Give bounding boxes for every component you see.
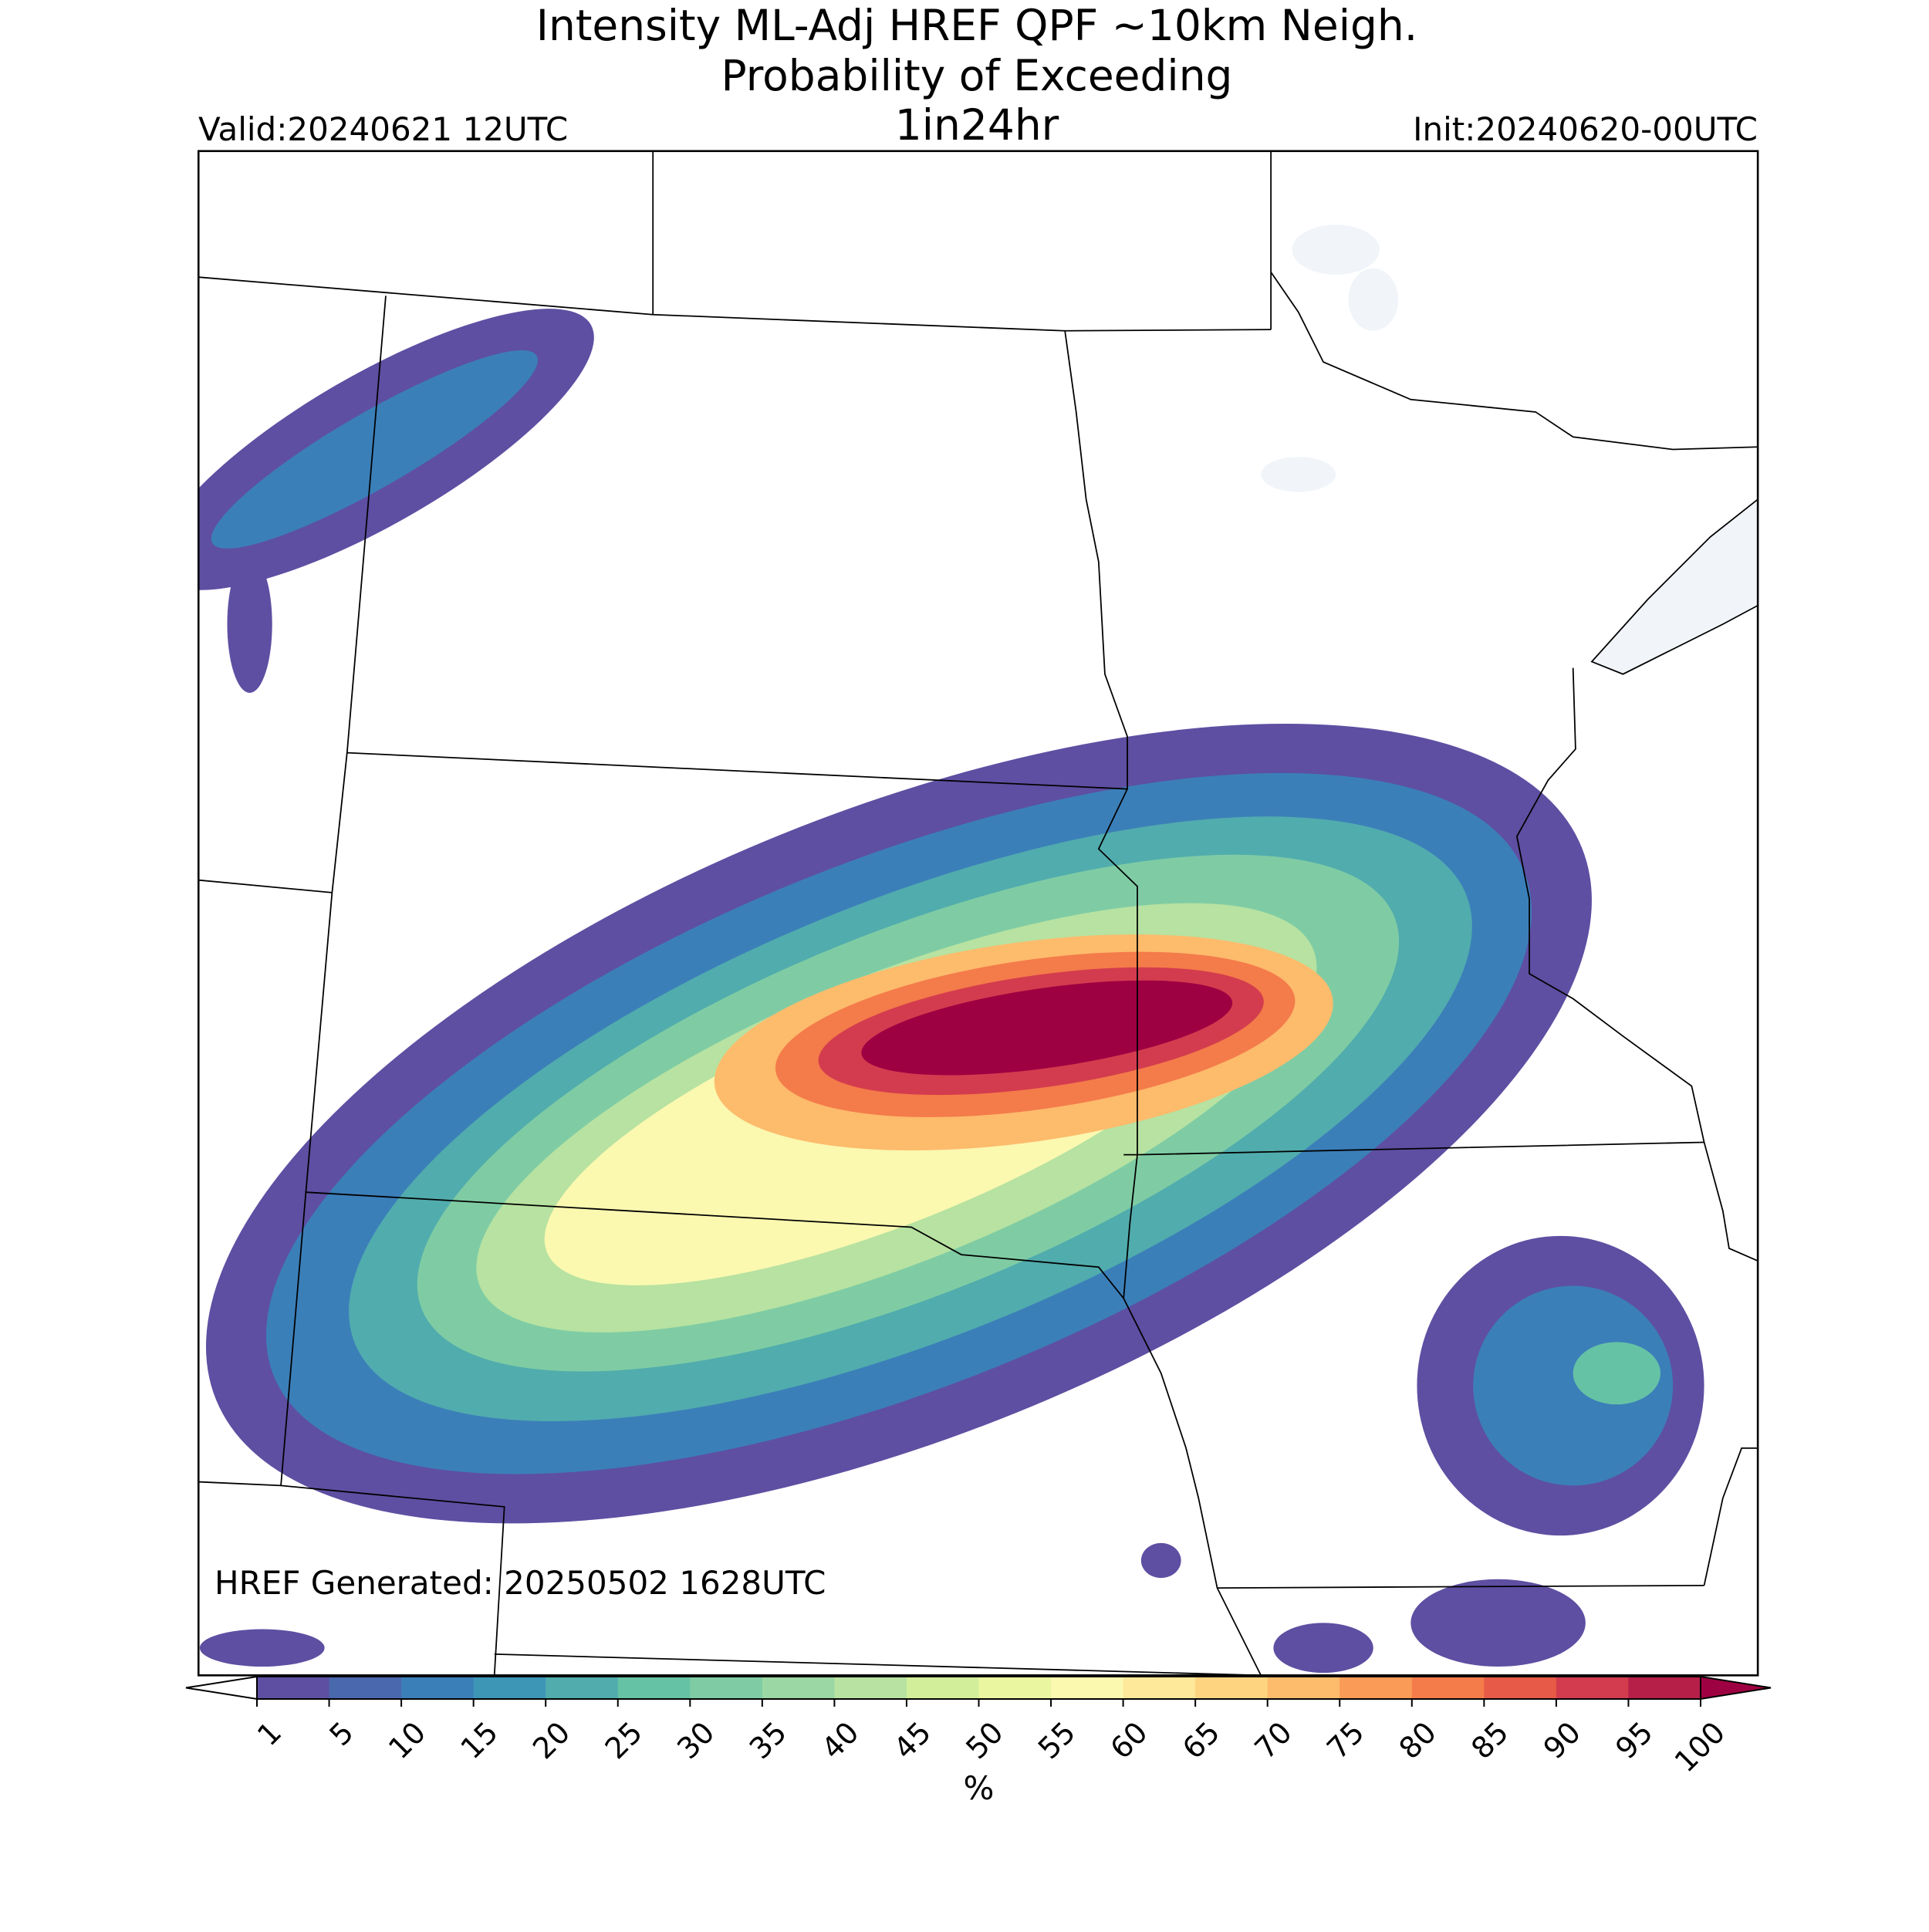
colorbar-bin	[978, 1677, 1052, 1699]
colorbar-tick-label: 90	[1537, 1715, 1587, 1765]
colorbar-tick-label: 1	[251, 1715, 288, 1752]
colorbar-bin	[1267, 1677, 1340, 1699]
colorbar-bin	[617, 1677, 691, 1699]
colorbar-bin	[1195, 1677, 1269, 1699]
colorbar-bin	[1484, 1677, 1557, 1699]
map-frame	[197, 150, 1759, 1677]
colorbar-tick-label: 95	[1609, 1715, 1659, 1765]
colorbar-tick-label: 15	[454, 1715, 505, 1765]
colorbar-bin	[1628, 1677, 1701, 1699]
colorbar-bin	[1411, 1677, 1485, 1699]
lakes	[1261, 225, 1758, 674]
colorbar: 1 5 10 15 20 25 30 35 40 45 50 55 60 65 70 75 80 85 90 95 10…	[185, 1675, 1772, 1807]
probability-field	[198, 309, 1704, 1674]
colorbar-bin	[762, 1677, 835, 1699]
colorbar-tick-label: 10	[382, 1715, 432, 1765]
colorbar-bin	[690, 1677, 763, 1699]
colorbar-tick-label: 100	[1668, 1715, 1731, 1778]
colorbar-tick-label: 40	[815, 1715, 865, 1765]
colorbar-tick-label: 5	[323, 1715, 360, 1752]
generated-note: HREF Generated: 20250502 1628UTC	[215, 1564, 826, 1602]
colorbar-bin	[1339, 1677, 1413, 1699]
colorbar-tick-label: 65	[1176, 1715, 1226, 1765]
colorbar-bin	[1051, 1677, 1124, 1699]
title-line: Probability of Exceeding	[721, 51, 1233, 100]
borders	[198, 150, 1758, 1676]
map	[197, 150, 1759, 1677]
colorbar-bin	[834, 1677, 907, 1699]
colorbar-tick-label: 45	[887, 1715, 937, 1765]
colorbar-tick-label: 50	[959, 1715, 1009, 1765]
colorbar-tick-label: 75	[1320, 1715, 1370, 1765]
colorbar-label: %	[964, 1769, 995, 1807]
colorbar-bin	[401, 1677, 475, 1699]
init-time: Init:20240620-00UTC	[1413, 110, 1758, 148]
map-content	[198, 150, 1758, 1676]
colorbar-bin	[1123, 1677, 1196, 1699]
colorbar-bin	[473, 1677, 546, 1699]
colorbar-tick-label: 80	[1393, 1715, 1443, 1765]
colorbar-over	[1700, 1675, 1772, 1701]
colorbar-bin	[546, 1677, 619, 1699]
title-line: Intensity ML-Adj HREF QPF ~10km Neigh.	[536, 1, 1418, 50]
colorbar-tick-label: 85	[1464, 1715, 1515, 1765]
colorbar-tick-label: 60	[1103, 1715, 1154, 1765]
colorbar-bin	[329, 1677, 402, 1699]
colorbar-bin	[906, 1677, 979, 1699]
colorbar-bin	[257, 1677, 330, 1699]
colorbar-bin	[1556, 1677, 1629, 1699]
colorbar-tick-label: 70	[1248, 1715, 1299, 1765]
colorbar-tick-label: 55	[1032, 1715, 1082, 1765]
colorbar-under	[185, 1675, 258, 1701]
colorbar-tick-label: 25	[599, 1715, 649, 1765]
subtitle: 1in24hr	[895, 100, 1059, 150]
colorbar-tick-label: 35	[743, 1715, 793, 1765]
colorbar-tick-label: 20	[526, 1715, 576, 1765]
valid-time: Valid:20240621 12UTC	[198, 110, 568, 148]
colorbar-tick-label: 30	[671, 1715, 721, 1765]
